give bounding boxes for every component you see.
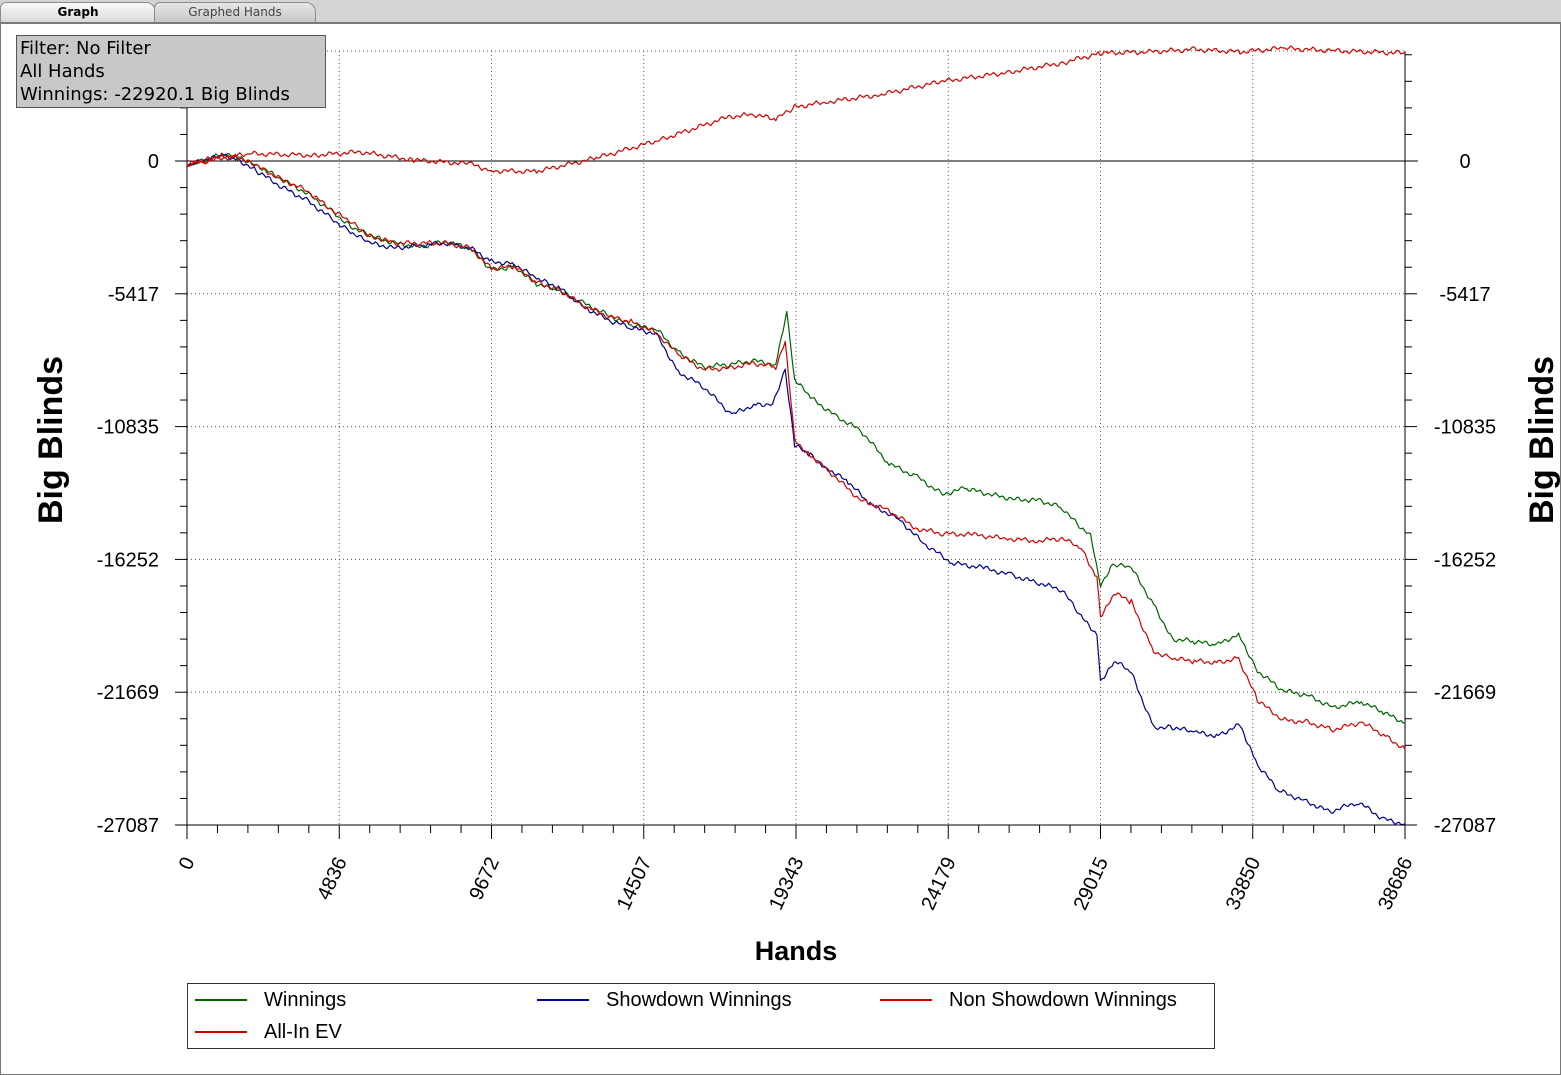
x-tick-label: 24179 [917, 854, 960, 914]
series-line-non-showdown-winnings [186, 45, 1405, 174]
x-tick-label: 9672 [465, 854, 504, 904]
x-tick-label: 4836 [313, 854, 352, 904]
legend-label: Showdown Winnings [606, 989, 792, 1011]
y-tick-label-left: -21669 [97, 682, 159, 704]
series-line-winnings [186, 152, 1405, 724]
series-line-all-in-ev [186, 153, 1406, 750]
x-tick-label: 38686 [1374, 854, 1417, 914]
y-tick-label-left: -16252 [97, 549, 159, 571]
legend: Winnings Showdown Winnings Non Showdown … [187, 983, 1215, 1049]
winnings-text: Winnings: -22920.1 Big Blinds [20, 84, 290, 105]
legend-swatch [195, 999, 247, 1001]
x-axis-title: Hands [755, 936, 838, 966]
legend-swatch [195, 1031, 247, 1033]
axes [175, 51, 1418, 839]
tab-bar: Graph Graphed Hands [0, 0, 1561, 24]
y-tick-label-left: 0 [148, 151, 159, 173]
y-tick-label-right: -10835 [1434, 417, 1496, 439]
legend-label: Non Showdown Winnings [949, 989, 1177, 1011]
x-tick-label: 0 [175, 854, 200, 873]
series-line-showdown-winnings [186, 153, 1406, 826]
y-tick-label-left: -27087 [97, 815, 159, 837]
x-tick-label: 19343 [765, 854, 808, 914]
legend-swatch [880, 999, 932, 1001]
y-axis-title-right: Big Blinds [1523, 356, 1561, 524]
hands-text: All Hands [20, 61, 105, 82]
x-tick-label: 29015 [1070, 854, 1113, 914]
legend-label: Winnings [264, 989, 347, 1011]
y-tick-label-right: 0 [1459, 151, 1470, 173]
y-tick-label-right: -16252 [1434, 549, 1496, 571]
info-box: Filter: No Filter All Hands Winnings: -2… [16, 35, 326, 108]
legend-label: All-In EV [264, 1021, 342, 1043]
y-axis-title-left: Big Blinds [32, 356, 70, 524]
y-tick-label-right: -27087 [1434, 815, 1496, 837]
filter-text: Filter: No Filter [20, 38, 151, 59]
y-tick-label-right: -21669 [1434, 682, 1496, 704]
y-tick-label-left: -10835 [97, 417, 159, 439]
y-tick-label-left: -5417 [108, 284, 159, 306]
x-tick-label: 33850 [1222, 854, 1265, 914]
y-tick-label-right: -5417 [1439, 284, 1490, 306]
legend-swatch [537, 999, 589, 1001]
series-lines [186, 45, 1406, 826]
x-tick-label: 14507 [613, 854, 656, 914]
tab-graphed-hands[interactable]: Graphed Hands [154, 2, 316, 22]
grid [187, 50, 1406, 826]
